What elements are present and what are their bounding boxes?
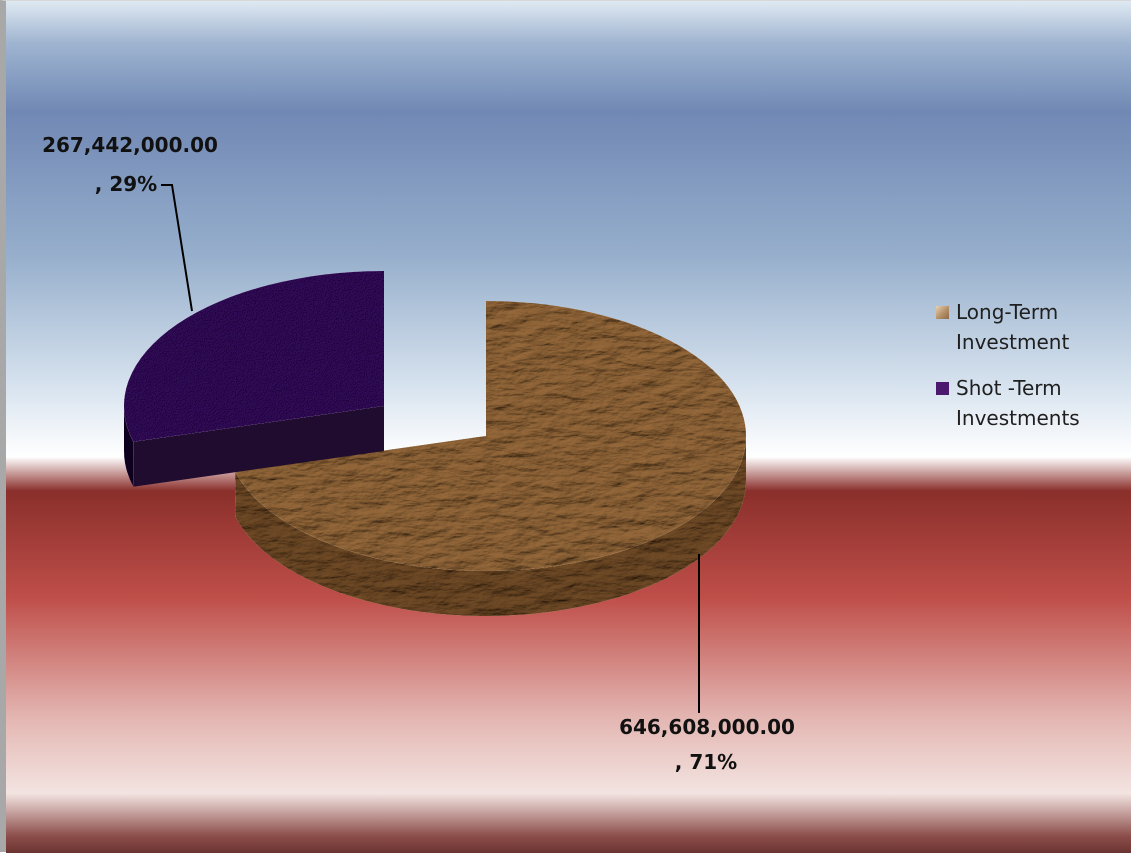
data-label-short-term-value: 267,442,000.00 (42, 133, 218, 157)
slice-short-term[interactable] (124, 271, 384, 487)
leader-lines (161, 184, 700, 713)
data-label-long-term-percent: , 71% (675, 750, 737, 774)
legend-swatch-short-term (936, 382, 949, 395)
slice-long-term-top (235, 301, 747, 571)
data-label-long-term-value: 646,608,000.00 (619, 715, 795, 739)
slice-long-term[interactable] (235, 301, 747, 616)
slice-short-term-side (124, 406, 134, 487)
legend-label-long-term: Long-Term Investment (956, 300, 1070, 354)
legend: Long-Term Investment Shot -Term Investme… (936, 297, 1126, 449)
pie-slices (124, 271, 747, 616)
leader-line-short-term (161, 184, 193, 312)
legend-swatch-long-term (936, 306, 949, 319)
pie-chart: 267,442,000.00 , 29% 646,608,000.00 , 71… (6, 1, 1131, 853)
slice-long-term-side (235, 436, 746, 616)
slice-short-term-top (124, 271, 384, 442)
slice-short-term-cut-face (133, 406, 384, 487)
legend-item-short-term[interactable]: Shot -Term Investments (936, 373, 1126, 433)
legend-item-long-term[interactable]: Long-Term Investment (936, 297, 1126, 357)
legend-label-short-term: Shot -Term Investments (956, 376, 1080, 430)
data-label-short-term-percent: , 29% (95, 172, 157, 196)
